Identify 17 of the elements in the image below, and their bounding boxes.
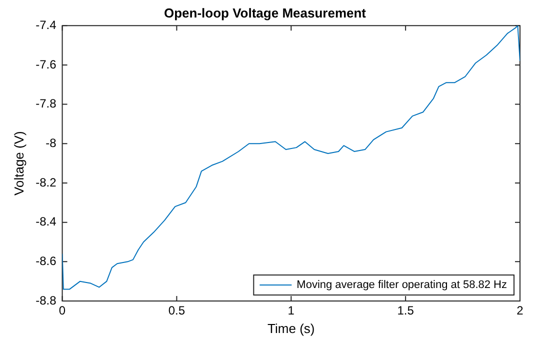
y-tick-label: -8.4 [36,214,57,229]
y-tick-label: -8.2 [36,175,57,190]
y-tick-label: -7.4 [36,18,57,32]
x-tick-label: 0 [58,304,66,318]
y-tick-label: -8.6 [36,254,57,268]
y-tick-label: -7.8 [36,96,57,111]
y-tick-label: -8.8 [36,293,57,308]
x-tick-label: 1.5 [397,304,414,318]
x-axis-title: Time (s) [268,320,315,336]
x-tick-label: 2 [516,304,524,318]
y-tick-label: -7.6 [36,57,57,72]
x-tick-label: 0.5 [168,304,186,318]
y-axis-title: Voltage (V) [11,131,26,196]
y-tick-label: -8 [46,136,57,150]
x-tick-label: 1 [288,304,295,318]
legend-label: Moving average filter operating at 58.82 Hz [296,279,507,292]
chart-title: Open-loop Voltage Measurement [164,5,367,20]
